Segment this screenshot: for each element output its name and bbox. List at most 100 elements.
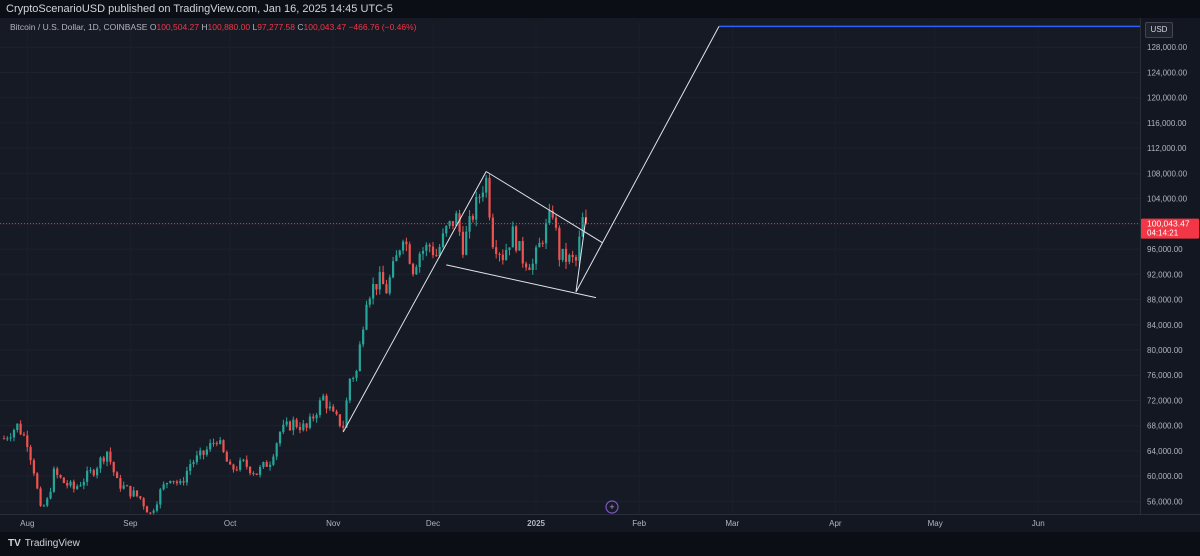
currency-button[interactable]: USD [1145, 22, 1173, 38]
candle-body [79, 485, 82, 487]
candle-body [66, 483, 69, 486]
candle-body [378, 272, 381, 290]
candle-body [36, 473, 39, 489]
close-value: 100,043.47 [303, 22, 347, 32]
candle-body [19, 423, 22, 435]
candle-body [401, 241, 405, 251]
candle-body [139, 496, 142, 499]
tradingview-logo-icon: TV [8, 538, 21, 549]
candle-body [22, 434, 26, 436]
candle-body [49, 491, 52, 499]
open-value: 100,504.27 [156, 22, 200, 32]
candle-body [52, 468, 55, 492]
candle-body [451, 221, 455, 226]
candle-body [481, 192, 484, 198]
candle-body [308, 416, 312, 428]
candle-body [172, 480, 175, 482]
price-tick-label: 120,000.00 [1147, 94, 1188, 103]
candle-body [521, 241, 524, 264]
candle-body [6, 438, 9, 440]
symbol-name: Bitcoin / U.S. Dollar, 1D, COINBASE [10, 22, 148, 32]
candle-body [571, 254, 574, 258]
price-tick-label: 108,000.00 [1147, 169, 1188, 178]
candle-body [358, 344, 361, 372]
time-axis[interactable] [0, 514, 1200, 533]
candle-body [405, 241, 408, 245]
candle-body [312, 416, 315, 419]
time-tick-labels: Aug Sep Oct Nov Dec 2025 Feb Mar Apr May Jun [20, 519, 1045, 528]
candle-body [2, 438, 6, 440]
candle-body [318, 400, 322, 415]
candle-body [142, 498, 145, 507]
candle-body [428, 244, 431, 247]
candle-body [86, 470, 89, 482]
candle-body [185, 470, 189, 483]
time-tick-label: Jun [1032, 519, 1045, 528]
candle-body [165, 482, 169, 485]
candle-body [119, 478, 122, 489]
candle-body [72, 481, 75, 489]
candle-body [488, 177, 491, 218]
candle-body [129, 485, 132, 497]
candle-body [252, 473, 255, 475]
candle-body [225, 451, 228, 462]
high-label: H [201, 22, 208, 32]
candle-body [295, 419, 298, 428]
candle-body [192, 462, 195, 465]
candle-body [92, 470, 95, 476]
tradingview-brand[interactable]: TV TradingView [8, 538, 80, 549]
candle-body [59, 474, 62, 478]
candle-body [438, 247, 441, 257]
projection-line [575, 26, 720, 293]
add-indicator-button[interactable]: + [605, 500, 619, 514]
candle-body [398, 250, 401, 256]
candle-body [232, 464, 235, 470]
candle-body [382, 272, 385, 285]
candle-body [315, 414, 318, 419]
price-axis[interactable] [1140, 18, 1200, 514]
price-tick-label: 72,000.00 [1147, 396, 1183, 405]
candle-body [395, 255, 398, 262]
candle-body [375, 284, 378, 290]
candle-body [275, 443, 278, 457]
candle-body [372, 284, 375, 299]
candle-body [455, 213, 458, 226]
candle-body [298, 427, 302, 431]
candle-body [115, 472, 119, 479]
candle-body [508, 247, 511, 250]
candle-body [292, 419, 295, 431]
current-price-countdown: 04:14:21 [1147, 229, 1179, 238]
candle-body [255, 473, 258, 475]
candle-body [362, 329, 365, 345]
bottom-bar [0, 532, 1200, 556]
candle-body [498, 253, 501, 255]
candle-body [42, 505, 46, 507]
price-tick-label: 92,000.00 [1147, 270, 1183, 279]
candle-body [179, 481, 182, 484]
candle-body [531, 263, 534, 270]
candle-body [525, 263, 528, 268]
candle-body [352, 377, 355, 379]
price-tick-label: 128,000.00 [1147, 43, 1188, 52]
candle-body [282, 424, 285, 433]
time-tick-label: Apr [829, 519, 842, 528]
candle-body [408, 244, 411, 264]
candle-body [182, 481, 185, 483]
price-tick-label: 80,000.00 [1147, 346, 1183, 355]
candle-body [9, 437, 12, 439]
candle-body [96, 468, 99, 476]
symbol-legend[interactable]: Bitcoin / U.S. Dollar, 1D, COINBASE O100… [10, 22, 417, 32]
candle-body [82, 481, 85, 486]
candle-body [548, 210, 551, 224]
candle-body [348, 378, 351, 401]
candle-body [501, 254, 504, 261]
chart-plot-area[interactable] [0, 18, 1140, 514]
price-tick-label: 88,000.00 [1147, 296, 1183, 305]
candle-body [229, 461, 232, 465]
candle-body [335, 411, 338, 415]
candle-body [132, 490, 135, 497]
candle-body [209, 443, 212, 450]
candle-body [155, 504, 159, 511]
candle-body [448, 221, 451, 226]
